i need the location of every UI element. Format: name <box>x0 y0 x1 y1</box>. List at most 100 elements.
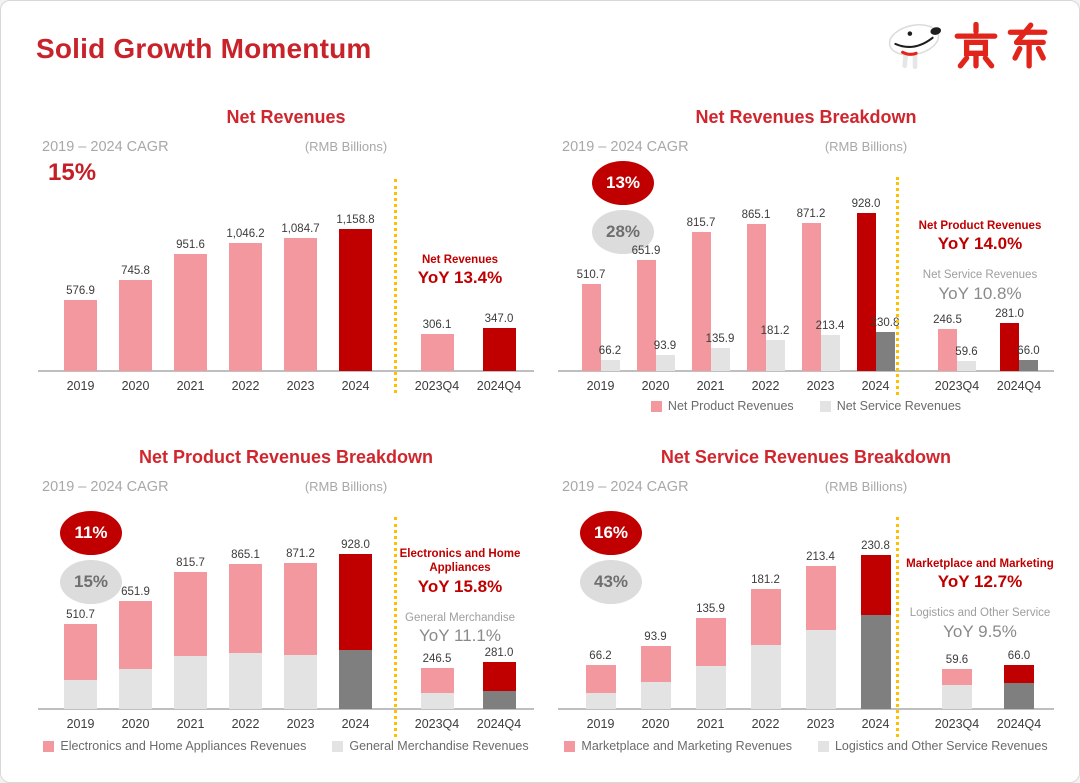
bar <box>284 563 317 709</box>
bar-segment-bottom <box>942 685 972 709</box>
bar <box>64 300 97 371</box>
cagr-badges: 15% <box>48 159 96 187</box>
cagr-label: 2019 – 2024 CAGR <box>562 479 689 495</box>
bar-segment-top <box>695 618 726 666</box>
bar-value-label: 951.6 <box>176 239 205 251</box>
bar <box>600 360 620 371</box>
bar <box>765 340 785 371</box>
bar-value-label: 213.4 <box>815 320 845 332</box>
bar-value-label: 246.5 <box>933 314 962 326</box>
x-axis-label: 2024 <box>861 379 890 393</box>
bar-segment-bottom <box>1004 683 1034 709</box>
chart-subtitle: (RMB Billions) <box>824 139 908 154</box>
bar <box>875 332 895 371</box>
x-axis-label: 2021 <box>176 379 205 393</box>
chart-subtitle: (RMB Billions) <box>304 139 388 154</box>
separator-line <box>394 517 397 737</box>
x-axis-label: 2023 <box>286 717 315 731</box>
x-axis-label: 2022 <box>751 379 780 393</box>
cagr-label: 2019 – 2024 CAGR <box>42 139 169 155</box>
bar-segment-bottom <box>805 630 836 709</box>
bar <box>119 601 152 709</box>
plot-area: 576.9 2019 745.8 2020 951.6 2021 1,046.2 2022 1,… <box>38 214 534 393</box>
plot-area: 66.2 2019 93.9 2020 135.9 2021 181.2 2022 213.4 2… <box>558 540 1054 731</box>
cagr-badge: 16% <box>580 511 642 555</box>
bar-segment-top <box>585 665 616 693</box>
x-axis-label: 2024Q4 <box>996 379 1042 393</box>
bar-segment-top <box>860 555 891 615</box>
x-axis-label: 2022 <box>751 717 780 731</box>
cagr-label: 2019 – 2024 CAGR <box>562 139 689 155</box>
jd-logo <box>883 21 1051 69</box>
bar-value-label: 66.2 <box>598 345 622 357</box>
x-axis-label: 2024Q4 <box>996 717 1042 731</box>
bar-segment-bottom <box>119 669 152 709</box>
bar-value-label: 871.2 <box>796 208 826 220</box>
bar-segment-bottom <box>695 666 726 709</box>
x-axis-label: 2024Q4 <box>476 717 522 731</box>
bar-value-label: 928.0 <box>341 539 370 551</box>
annotation-series-name: Net Product Revenues <box>918 220 1042 232</box>
bar-segment-bottom <box>174 656 207 709</box>
x-axis-label: 2020 <box>121 379 150 393</box>
bar-segment-top <box>1004 665 1034 683</box>
bar <box>581 284 601 371</box>
annotation-series-name: General Merchandise <box>405 611 515 624</box>
yoy-annotation: Logistics and Other Service YoY 9.5% <box>902 606 1058 642</box>
pink-legend-swatch-icon <box>43 740 55 752</box>
bar <box>710 348 730 371</box>
bar <box>860 555 891 709</box>
legend-label: Electronics and Home Appliances Revenues <box>60 739 307 753</box>
x-axis-label: 2019 <box>586 717 615 731</box>
bar-segment-top <box>119 601 152 669</box>
bar-value-label: 347.0 <box>484 313 514 325</box>
bar-segment-bottom <box>585 693 616 709</box>
x-axis-label: 2020 <box>641 379 670 393</box>
cagr-label: 2019 – 2024 CAGR <box>42 479 169 495</box>
bar <box>64 624 97 709</box>
bar-segment-bottom <box>64 680 97 709</box>
legend-label: Marketplace and Marketing Revenues <box>581 739 792 753</box>
bar-value-label: 66.0 <box>1007 650 1031 662</box>
bar-value-label: 93.9 <box>653 340 677 352</box>
page-title: Solid Growth Momentum <box>36 33 372 64</box>
cagr-badge: 43% <box>580 560 642 604</box>
x-axis-label: 2023Q4 <box>414 717 460 731</box>
chart-subtitle: (RMB Billions) <box>824 479 908 494</box>
bar-segment-bottom <box>750 645 781 709</box>
bar <box>1000 323 1019 371</box>
annotation-yoy-value: YoY 9.5% <box>943 621 1017 641</box>
x-axis-label: 2021 <box>696 717 725 731</box>
bar-value-label: 1,084.7 <box>281 223 320 235</box>
bar <box>229 564 262 709</box>
x-axis-label: 2023 <box>806 717 835 731</box>
bar-segment-top <box>339 554 372 650</box>
chart-card-net-product-revenues-breakdown: Net Product Revenues Breakdown (RMB Bill… <box>26 441 546 776</box>
yoy-annotation: Electronics and Home Appliances YoY 15.8% <box>382 547 538 598</box>
legend-item: Marketplace and Marketing Revenues <box>564 739 792 753</box>
bar-value-label: 510.7 <box>576 269 606 281</box>
bar-value-label: 865.1 <box>231 549 260 561</box>
bar-value-label: 135.9 <box>696 603 725 615</box>
legend-label: General Merchandise Revenues <box>349 739 529 753</box>
bar-segment-bottom <box>420 693 454 709</box>
bar-segment-top <box>284 563 317 655</box>
legend-item: Logistics and Other Service Revenues <box>817 739 1048 753</box>
bar-value-label: 651.9 <box>631 245 661 257</box>
cagr-badge: 15% <box>60 560 122 604</box>
bar-value-label: 865.1 <box>741 209 771 221</box>
bar <box>339 229 372 371</box>
x-axis-label: 2020 <box>121 717 150 731</box>
yoy-annotation: Marketplace and Marketing YoY 12.7% <box>902 557 1058 593</box>
bar <box>640 646 671 709</box>
bar <box>339 554 372 709</box>
bar <box>801 223 821 371</box>
bar-value-label: 135.9 <box>705 333 735 345</box>
annotation-yoy-value: YoY 13.4% <box>417 268 503 288</box>
chart-legend: Marketplace and Marketing Revenues Logist… <box>546 739 1066 753</box>
bar-value-label: 213.4 <box>806 551 835 563</box>
separator-line <box>394 179 397 393</box>
bar-segment-bottom <box>482 691 516 709</box>
annotation-yoy-value: YoY 15.8% <box>417 576 503 596</box>
bar-segment-bottom <box>284 655 317 709</box>
